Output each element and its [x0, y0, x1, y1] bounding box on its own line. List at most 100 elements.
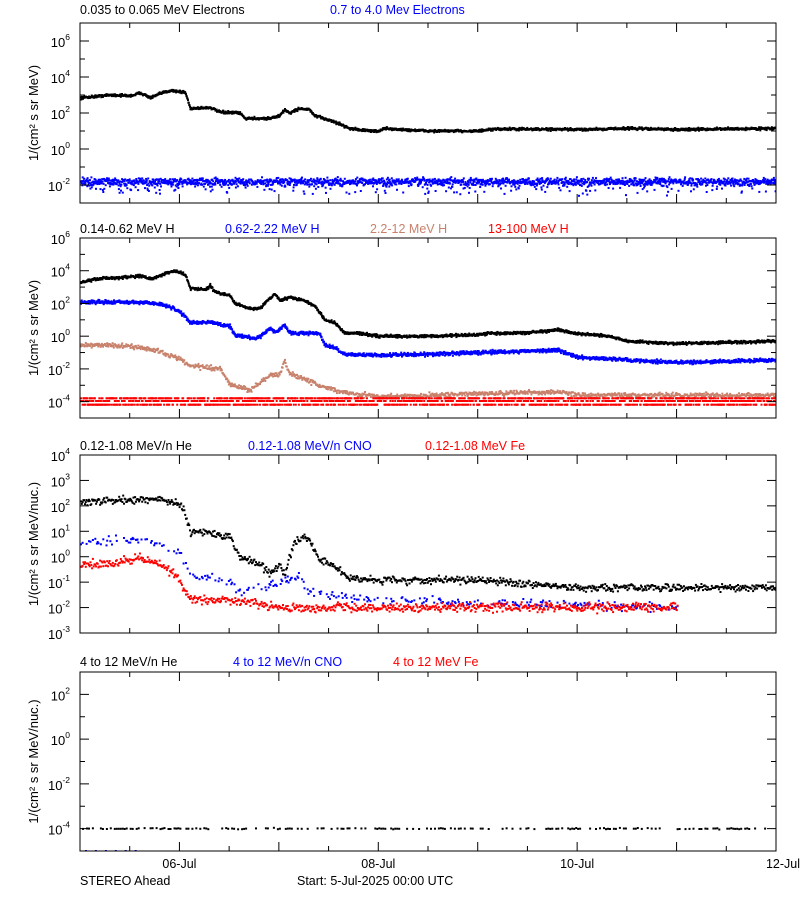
data-point	[508, 180, 511, 183]
data-point	[467, 180, 469, 183]
data-point	[702, 127, 704, 130]
data-point	[429, 183, 432, 186]
data-point	[233, 181, 236, 184]
legend-entry: 0.035 to 0.065 MeV Electrons	[80, 3, 245, 17]
data-point	[527, 177, 530, 180]
data-point	[764, 178, 767, 181]
data-point	[262, 181, 264, 184]
data-point	[431, 180, 434, 183]
data-point	[623, 180, 626, 183]
data-point	[725, 181, 728, 184]
data-point	[589, 189, 592, 192]
data-point	[193, 179, 196, 181]
data-point	[751, 187, 754, 190]
data-point	[317, 186, 320, 188]
data-point	[106, 179, 109, 182]
data-point	[497, 184, 500, 187]
data-point	[659, 181, 662, 184]
data-point	[325, 191, 327, 194]
data-point	[173, 180, 176, 183]
data-point	[660, 177, 663, 180]
data-point	[369, 129, 372, 131]
data-point	[591, 176, 594, 179]
data-point	[638, 180, 641, 183]
data-point	[320, 311, 323, 314]
data-point	[569, 178, 572, 181]
data-point	[322, 183, 325, 186]
data-point	[393, 182, 396, 185]
data-point	[585, 189, 588, 192]
data-point	[203, 180, 206, 182]
data-point	[665, 127, 668, 130]
data-point	[388, 185, 391, 188]
data-point	[280, 298, 283, 301]
data-point	[623, 184, 626, 186]
data-point	[265, 185, 268, 188]
data-point	[94, 178, 97, 181]
data-point	[478, 130, 481, 133]
data-point	[567, 183, 570, 185]
data-point	[230, 179, 232, 182]
data-point	[180, 178, 183, 181]
data-point	[499, 179, 502, 182]
data-point	[141, 177, 144, 180]
data-point	[484, 181, 486, 183]
data-point	[264, 302, 267, 305]
data-point	[662, 180, 665, 183]
data-point	[80, 182, 83, 185]
data-point	[645, 183, 648, 186]
data-point	[319, 115, 322, 118]
data-point	[758, 190, 761, 193]
data-point	[170, 88, 173, 91]
data-point	[129, 182, 132, 185]
data-point	[433, 334, 436, 337]
data-point	[342, 181, 345, 184]
data-point	[103, 177, 105, 180]
data-point	[126, 187, 129, 190]
data-point	[186, 97, 189, 100]
data-point	[697, 126, 700, 129]
data-point	[343, 332, 346, 335]
data-point	[194, 181, 197, 184]
data-point	[497, 182, 500, 185]
data-point	[524, 183, 526, 185]
data-point	[689, 177, 692, 180]
data-point	[101, 94, 104, 97]
data-point	[109, 181, 112, 184]
data-point	[546, 179, 548, 181]
data-point	[339, 177, 342, 180]
data-point	[506, 181, 509, 184]
data-point	[234, 186, 237, 189]
data-point	[467, 183, 470, 186]
data-point	[715, 181, 718, 184]
data-point	[231, 112, 234, 115]
data-point	[108, 185, 111, 188]
data-point	[484, 184, 487, 187]
data-point	[378, 179, 381, 182]
data-point	[308, 185, 311, 188]
data-point	[710, 181, 713, 184]
data-point	[312, 180, 315, 183]
data-point	[287, 183, 290, 186]
data-point	[538, 182, 541, 185]
data-point	[319, 177, 322, 180]
data-point	[648, 178, 651, 181]
data-point	[315, 183, 318, 186]
data-point	[227, 110, 230, 112]
data-point	[644, 177, 647, 180]
data-point	[160, 275, 163, 278]
data-point	[534, 182, 537, 185]
data-point	[665, 180, 668, 183]
data-point	[380, 178, 383, 181]
data-point	[612, 182, 615, 185]
data-point	[156, 178, 159, 181]
data-point	[597, 182, 600, 184]
data-point	[265, 118, 268, 121]
data-point	[521, 333, 524, 336]
data-point	[656, 176, 659, 179]
data-point	[145, 177, 148, 180]
data-point	[101, 180, 104, 183]
data-point	[137, 177, 140, 180]
data-point	[82, 182, 85, 185]
